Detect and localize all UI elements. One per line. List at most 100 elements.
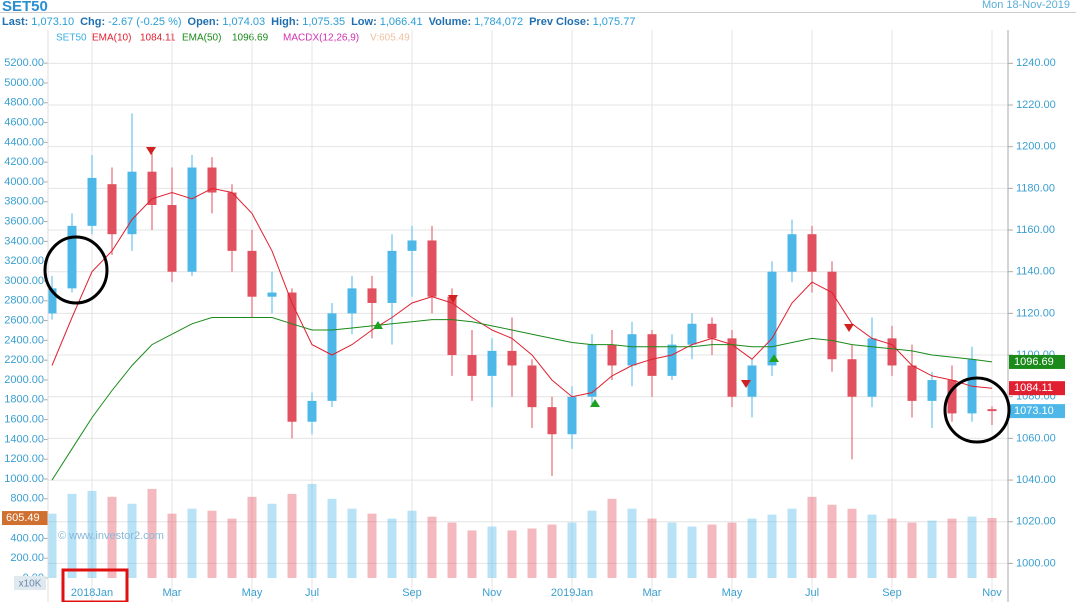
candle-body: [107, 184, 117, 235]
v-tick-label: 2000.00: [4, 374, 44, 386]
candle-body: [67, 225, 77, 289]
stat-label: Open:: [188, 16, 220, 28]
candle-body: [667, 344, 677, 376]
volume-bar: [467, 530, 477, 578]
last-tag: 1073.10: [1014, 405, 1054, 417]
highlight-circle: [43, 235, 109, 305]
volume-bar: [107, 496, 117, 578]
volume-bar: [947, 518, 957, 578]
x-tick-label: Nov: [482, 587, 502, 599]
candle-body: [847, 359, 857, 397]
y-tick-label: 1020.00: [1016, 516, 1056, 528]
volume-bar: [67, 493, 77, 578]
candle-body: [247, 250, 257, 297]
candle-body: [427, 240, 437, 297]
highlight-box: [61, 568, 129, 602]
v-tick-label: 3000.00: [4, 275, 44, 287]
legend-ema50-value: 1096.69: [232, 33, 269, 44]
volume-bar: [887, 518, 897, 578]
volume-bar: [327, 498, 337, 578]
legend-symbol: SET50: [56, 33, 87, 44]
stats-line: Last: 1,073.10 Chg: -2.67 (-0.25 %) Open: 1,0…: [2, 16, 635, 28]
stat-value: -2.67 (-0.25 %): [108, 16, 181, 28]
y-tick-label: 1180.00: [1016, 182, 1055, 194]
sell-signal: [741, 380, 751, 388]
candle-body: [827, 271, 837, 360]
candle-body: [367, 288, 377, 303]
x-tick-label: Nov: [982, 587, 1002, 599]
v-tick-label: 3600.00: [4, 215, 44, 227]
v-tick-label: 4000.00: [4, 176, 44, 188]
v-tick-label: 4200.00: [4, 156, 44, 168]
y-tick-label: 1000.00: [1016, 557, 1056, 569]
candle-body: [127, 171, 137, 235]
legend-ema10-value: 1084.11: [140, 33, 176, 44]
sell-signal: [844, 324, 854, 332]
volume-bar: [87, 490, 97, 578]
volume-bar: [387, 518, 397, 578]
candle-body: [87, 177, 97, 226]
v-tick-label: 1600.00: [4, 413, 44, 425]
volume-bar: [207, 510, 217, 578]
v-tick-label: 1000.00: [4, 473, 44, 485]
date: Mon 18-Nov-2019: [982, 0, 1070, 11]
volume-bar: [367, 513, 377, 578]
x-tick-label: Sep: [402, 587, 422, 599]
ema10-tag: 1084.11: [1014, 382, 1053, 394]
volume-bar: [707, 524, 717, 578]
y-tick-label: 1200.00: [1016, 141, 1056, 153]
volume-bar: [847, 508, 857, 578]
candle-body: [447, 296, 457, 356]
candle-body: [587, 344, 597, 397]
candle-body: [687, 323, 697, 345]
x-tick-label: Mar: [643, 587, 662, 599]
x-tick-label: Sep: [882, 587, 902, 599]
y-tick-label: 1160.00: [1016, 224, 1055, 236]
candle-body: [527, 365, 537, 408]
x-tick-label: May: [242, 587, 263, 599]
volume-bar: [967, 516, 977, 578]
volume-bar: [47, 513, 57, 578]
candle-body: [267, 292, 277, 297]
candle-body: [187, 167, 197, 272]
volume-bar: [927, 520, 937, 578]
v-tick-label: 3800.00: [4, 196, 44, 208]
stat-value: 1,074.03: [222, 16, 265, 28]
candle-body: [887, 338, 897, 366]
volume-bar: [747, 518, 757, 578]
candle-body: [287, 292, 297, 422]
volume-bar: [527, 528, 537, 578]
candle-body: [47, 288, 57, 314]
legend-volume: V:605.49: [370, 33, 410, 44]
volume-bar: [567, 522, 577, 578]
volume-bar: [547, 524, 557, 578]
ema-line: [51, 187, 993, 398]
volume-bar: [667, 522, 677, 578]
candle-body: [167, 205, 177, 272]
volume-bar: [427, 516, 437, 578]
watermark: © www.investor2.com: [58, 530, 164, 542]
volume-bar: [447, 522, 457, 578]
candle-body: [507, 350, 517, 366]
volume-bar: [627, 508, 637, 578]
y-tick-label: 1220.00: [1016, 99, 1056, 111]
stat-label: Chg:: [80, 16, 105, 28]
x-tick-label: Jul: [805, 587, 819, 599]
ema10-tag-box: [1009, 381, 1065, 396]
unit-label: x10K: [19, 579, 42, 590]
volume-bar: [287, 493, 297, 578]
volume-bar: [227, 518, 237, 578]
volume-bar: [907, 522, 917, 578]
v-tick-label: 2200.00: [4, 354, 44, 366]
volume-bar: [267, 503, 277, 578]
candle-body: [567, 396, 577, 435]
volume-bar: [987, 518, 997, 578]
volume-bar: [727, 522, 737, 578]
x-tick-label: 2019Jan: [551, 587, 593, 599]
stat-value: 1,066.41: [380, 16, 423, 28]
volume-bar: [247, 496, 257, 578]
v-tick-label: 200.00: [10, 552, 44, 564]
volume-bar: [507, 530, 517, 578]
candle-body: [327, 313, 337, 401]
